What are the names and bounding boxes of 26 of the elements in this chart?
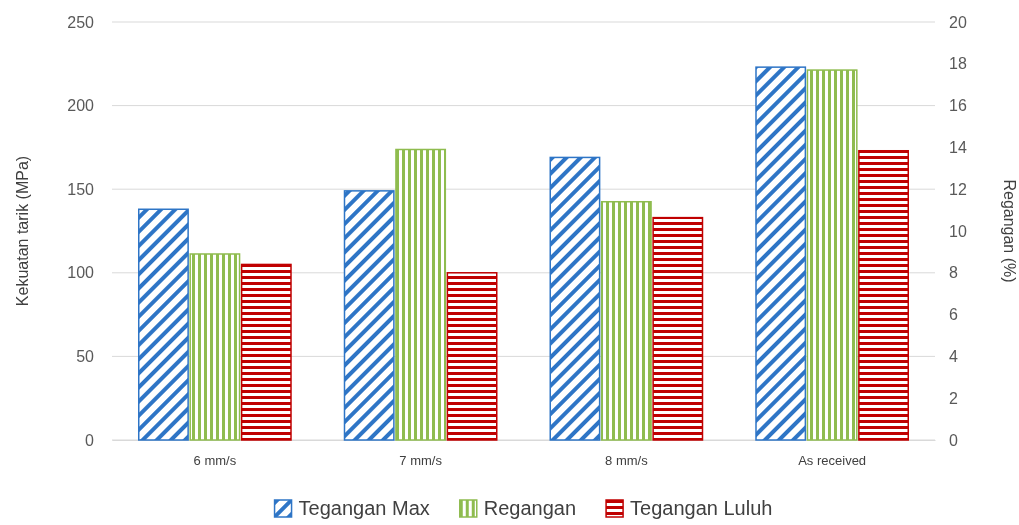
- x-tick-label: As received: [798, 453, 867, 469]
- x-tick-label: 6 mm/s: [193, 453, 237, 469]
- legend-label: Tegangan Luluh: [630, 497, 773, 519]
- y-axis-title: Kekuatan tarik (MPa): [14, 155, 31, 307]
- y2-tick-label: 14: [949, 139, 967, 157]
- y2-tick-label: 16: [949, 97, 967, 115]
- y2-tick-label: 4: [949, 348, 958, 366]
- x-tick-label: 7 mm/s: [399, 453, 443, 469]
- x-tick-label: 8 mm/s: [605, 453, 649, 469]
- y-tick-label: 0: [85, 431, 95, 449]
- y-tick-label: 200: [67, 97, 95, 115]
- y-tick-label: 100: [67, 264, 95, 282]
- y2-tick-label: 20: [949, 13, 967, 31]
- y-tick-label: 250: [67, 13, 95, 31]
- y2-tick-label: 10: [949, 222, 967, 240]
- y2-tick-label: 6: [949, 306, 958, 324]
- y2-tick-label: 8: [949, 264, 958, 282]
- y2-axis-title: Regangan (%): [1001, 179, 1018, 283]
- y2-tick-label: 12: [949, 180, 967, 198]
- y-tick-label: 50: [76, 348, 95, 366]
- legend-label: Regangan: [483, 497, 577, 519]
- y2-tick-label: 18: [949, 55, 967, 73]
- legend-label: Tegangan Max: [298, 497, 430, 519]
- y2-tick-label: 2: [949, 389, 958, 407]
- y2-tick-label: 0: [949, 431, 958, 449]
- y-tick-label: 150: [67, 180, 95, 198]
